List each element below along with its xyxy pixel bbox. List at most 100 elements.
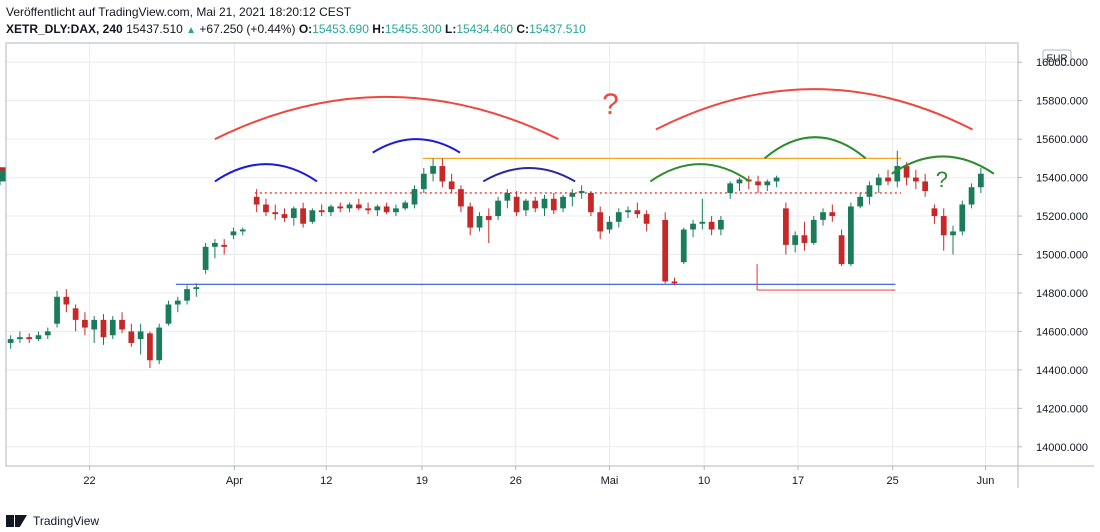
published-line: Veröffentlicht auf TradingView.com, Mai … <box>6 5 352 19</box>
candle-body <box>504 192 511 201</box>
currency-box <box>1042 49 1072 66</box>
candle <box>119 312 125 334</box>
candle-body <box>328 206 334 213</box>
candle <box>272 204 279 220</box>
candle-body <box>736 179 743 184</box>
open-value: 15453.690 <box>312 22 369 36</box>
price-tick-label: 14400.000 <box>1036 365 1088 377</box>
candle-body <box>485 216 492 220</box>
candle <box>977 167 984 193</box>
time-axis[interactable]: 22 Apr 12 19 26 Mai 10 17 25 Jun <box>83 466 994 487</box>
candle <box>699 198 706 230</box>
candle-body <box>820 212 826 220</box>
candle <box>755 175 761 193</box>
candle-body <box>727 183 734 193</box>
candle-body <box>193 287 200 290</box>
candle-body <box>922 181 929 192</box>
candle <box>792 231 799 253</box>
candle-body <box>337 206 344 209</box>
annotation-arcs: ?? <box>214 88 995 192</box>
candle-body <box>875 177 882 186</box>
candle-body <box>119 319 125 330</box>
candle-body <box>82 319 88 328</box>
candle-body <box>137 331 144 340</box>
annotation-arc <box>482 167 576 183</box>
candle <box>783 202 789 255</box>
candle-body <box>263 204 269 213</box>
candle-body <box>699 221 706 224</box>
candle <box>829 204 836 222</box>
candle <box>346 202 353 213</box>
last-price: 15437.510 <box>126 22 183 36</box>
candle-body <box>718 219 724 230</box>
candle <box>221 239 228 255</box>
time-tick-label: 12 <box>320 475 332 487</box>
candle-body <box>290 208 297 218</box>
candle-body <box>54 296 60 324</box>
open-label: O: <box>298 22 313 36</box>
candle-body <box>829 212 836 217</box>
chart-grid <box>6 43 1018 466</box>
candle <box>137 323 144 355</box>
candle-body <box>402 202 409 209</box>
candle-body <box>912 177 919 182</box>
candle <box>578 185 585 199</box>
candle <box>708 216 715 236</box>
candle-body <box>810 219 817 243</box>
candle-body <box>467 206 474 228</box>
candle-body <box>476 216 483 228</box>
candle <box>253 189 260 213</box>
candle <box>940 208 947 251</box>
candle <box>968 183 975 209</box>
candle-body <box>578 191 585 193</box>
candle <box>495 196 501 220</box>
candle <box>383 202 390 215</box>
candle <box>337 202 344 213</box>
candle <box>100 314 107 345</box>
candle-body <box>848 206 854 265</box>
candle-body <box>755 181 761 186</box>
candle <box>147 331 153 368</box>
candle <box>541 194 548 217</box>
candle <box>606 216 613 234</box>
price-tick-label: 15000.000 <box>1036 250 1088 262</box>
candle-body <box>184 289 190 301</box>
candle <box>355 198 362 211</box>
candle <box>569 189 576 207</box>
candle-body <box>439 166 446 182</box>
candle <box>634 202 641 218</box>
candle-body <box>91 319 98 330</box>
candle-body <box>7 339 14 343</box>
price-tick-label: 14800.000 <box>1036 288 1088 300</box>
candle-body <box>532 200 539 209</box>
candle-body <box>680 229 687 263</box>
price-tick-label: 15400.000 <box>1036 173 1088 185</box>
candle-body <box>165 304 172 324</box>
candle <box>202 242 209 274</box>
price-tick-label: 14600.000 <box>1036 326 1088 338</box>
candle-body <box>239 229 246 232</box>
candle <box>866 181 873 205</box>
candle-body <box>885 177 891 182</box>
candle <box>402 200 409 211</box>
candle <box>328 204 334 217</box>
candle-body <box>597 212 604 232</box>
candle <box>550 192 557 215</box>
annotation-arc <box>763 136 867 160</box>
candle-body <box>411 189 418 205</box>
candle-body <box>690 223 696 230</box>
candle <box>615 208 622 228</box>
candle-body <box>541 198 548 209</box>
candle <box>848 202 854 267</box>
candle <box>458 185 464 213</box>
candle-body <box>253 196 260 205</box>
candle-body <box>355 204 362 209</box>
price-tick-label: 15800.000 <box>1036 96 1088 108</box>
candle <box>82 312 88 336</box>
candle <box>532 196 539 213</box>
candle-body <box>346 204 353 209</box>
candles <box>0 150 984 368</box>
candle <box>523 198 529 217</box>
